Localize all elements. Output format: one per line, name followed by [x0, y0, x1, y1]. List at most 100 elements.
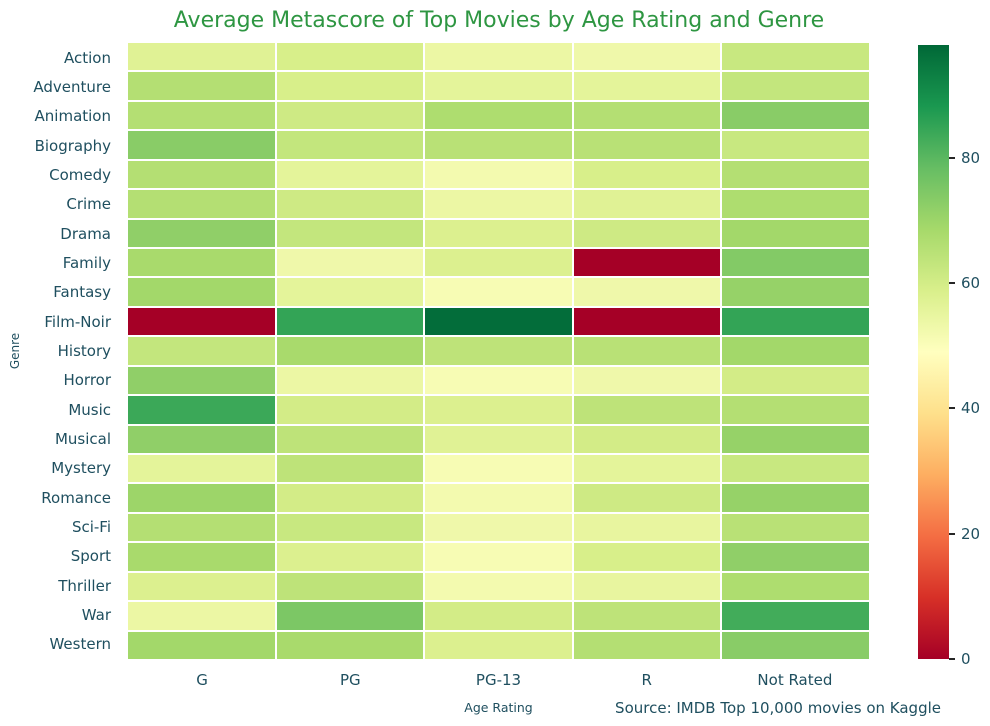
- heatmap-cell: [573, 513, 721, 542]
- heatmap-cell: [425, 484, 572, 512]
- heatmap-cell: [276, 602, 424, 630]
- colorbar-gradient: [918, 45, 949, 659]
- y-tick-label: Western: [49, 635, 111, 654]
- heatmap-cell: [573, 278, 721, 306]
- heatmap-cell: [425, 278, 572, 306]
- colorbar-tick-label: 20: [961, 524, 981, 543]
- heatmap-cell: [722, 307, 869, 336]
- heatmap-cell: [573, 72, 721, 100]
- heatmap-cell: [276, 631, 424, 659]
- heatmap-cell: [425, 72, 572, 100]
- x-tick-label: R: [641, 671, 652, 689]
- heatmap-cell: [722, 72, 869, 100]
- heatmap-cell: [128, 572, 275, 601]
- heatmap-cell: [128, 337, 275, 365]
- y-tick-label: History: [57, 341, 111, 360]
- colorbar-tick-mark: [949, 282, 955, 285]
- source-note: Source: IMDB Top 10,000 movies on Kaggle: [615, 699, 941, 717]
- heatmap-cell: [276, 249, 424, 277]
- heatmap-cell: [573, 396, 721, 424]
- y-tick-label: Drama: [60, 224, 111, 243]
- heatmap-cell: [722, 249, 869, 277]
- heatmap-cell: [425, 396, 572, 424]
- colorbar-tick-mark: [949, 156, 955, 159]
- heatmap-cell: [722, 631, 869, 659]
- y-tick-label: Biography: [34, 136, 111, 155]
- y-tick-label: Adventure: [33, 77, 111, 96]
- heatmap-cell: [128, 425, 275, 453]
- heatmap-cell: [573, 455, 721, 483]
- heatmap-cell: [425, 160, 572, 189]
- heatmap-cell: [128, 602, 275, 630]
- heatmap-cell: [128, 543, 275, 571]
- heatmap-cell: [722, 602, 869, 630]
- heatmap-cell: [425, 572, 572, 601]
- x-tick-label: PG: [339, 671, 361, 689]
- heatmap-cell: [722, 543, 869, 571]
- heatmap-cell: [573, 484, 721, 512]
- heatmap-cell: [722, 396, 869, 424]
- x-axis-title: Age Rating: [464, 700, 533, 715]
- heatmap-cell: [276, 43, 424, 71]
- y-tick-label: Sci-Fi: [71, 517, 111, 536]
- heatmap-cell: [722, 484, 869, 512]
- colorbar-tick-mark: [949, 658, 955, 660]
- heatmap-cell: [722, 337, 869, 365]
- heatmap-cell: [128, 101, 275, 130]
- x-axis-tick-labels: G PG PG-13 R Not Rated: [128, 670, 869, 690]
- heatmap-cell: [425, 190, 572, 218]
- y-tick-label: Mystery: [51, 459, 111, 478]
- heatmap-cell: [276, 307, 424, 336]
- y-axis-tick-labels: Action Adventure Animation Biography Comedy C…: [0, 43, 120, 659]
- heatmap-cell: [573, 249, 721, 277]
- heatmap-cell: [722, 101, 869, 130]
- heatmap-cell: [425, 366, 572, 395]
- heatmap-cell: [276, 484, 424, 512]
- heatmap-cell: [276, 190, 424, 218]
- y-tick-label: War: [81, 605, 111, 624]
- heatmap-cell: [276, 160, 424, 189]
- heatmap-cell: [722, 366, 869, 395]
- colorbar-tick-label: 40: [961, 399, 981, 418]
- y-tick-label: Animation: [34, 107, 111, 126]
- heatmap-cell: [276, 101, 424, 130]
- heatmap-cell: [128, 455, 275, 483]
- y-tick-label: Musical: [54, 429, 111, 448]
- heatmap-cell: [573, 425, 721, 453]
- heatmap-cell: [128, 484, 275, 512]
- heatmap-cell: [425, 513, 572, 542]
- heatmap-cell: [128, 160, 275, 189]
- y-tick-label: Romance: [41, 488, 111, 507]
- heatmap-cell: [425, 425, 572, 453]
- heatmap-cell: [128, 72, 275, 100]
- heatmap-cell: [425, 249, 572, 277]
- heatmap-cell: [276, 513, 424, 542]
- heatmap-cell: [722, 131, 869, 159]
- heatmap-cell: [722, 513, 869, 542]
- heatmap-cell: [276, 543, 424, 571]
- heatmap-cell: [276, 278, 424, 306]
- colorbar-tick-mark: [949, 532, 955, 535]
- heatmap-cell: [276, 455, 424, 483]
- colorbar-tick-mark: [949, 407, 955, 410]
- heatmap-cell: [722, 219, 869, 247]
- heatmap-cell: [128, 249, 275, 277]
- heatmap-cell: [276, 72, 424, 100]
- y-tick-label: Sport: [70, 547, 111, 566]
- heatmap-cell: [573, 602, 721, 630]
- heatmap-cell: [128, 43, 275, 71]
- heatmap-cell: [128, 278, 275, 306]
- colorbar-tick-label: 80: [961, 148, 981, 167]
- heatmap-cell: [425, 307, 572, 336]
- heatmap-cell: [425, 631, 572, 659]
- heatmap-cell: [573, 190, 721, 218]
- heatmap-cell: [276, 396, 424, 424]
- y-tick-label: Action: [64, 48, 111, 67]
- heatmap-cell: [425, 337, 572, 365]
- x-tick-label: PG-13: [475, 671, 522, 689]
- heatmap-cell: [276, 337, 424, 365]
- heatmap-cell: [722, 425, 869, 453]
- chart-title: Average Metascore of Top Movies by Age R…: [173, 8, 825, 33]
- heatmap-cell: [128, 307, 275, 336]
- heatmap-cell: [276, 131, 424, 159]
